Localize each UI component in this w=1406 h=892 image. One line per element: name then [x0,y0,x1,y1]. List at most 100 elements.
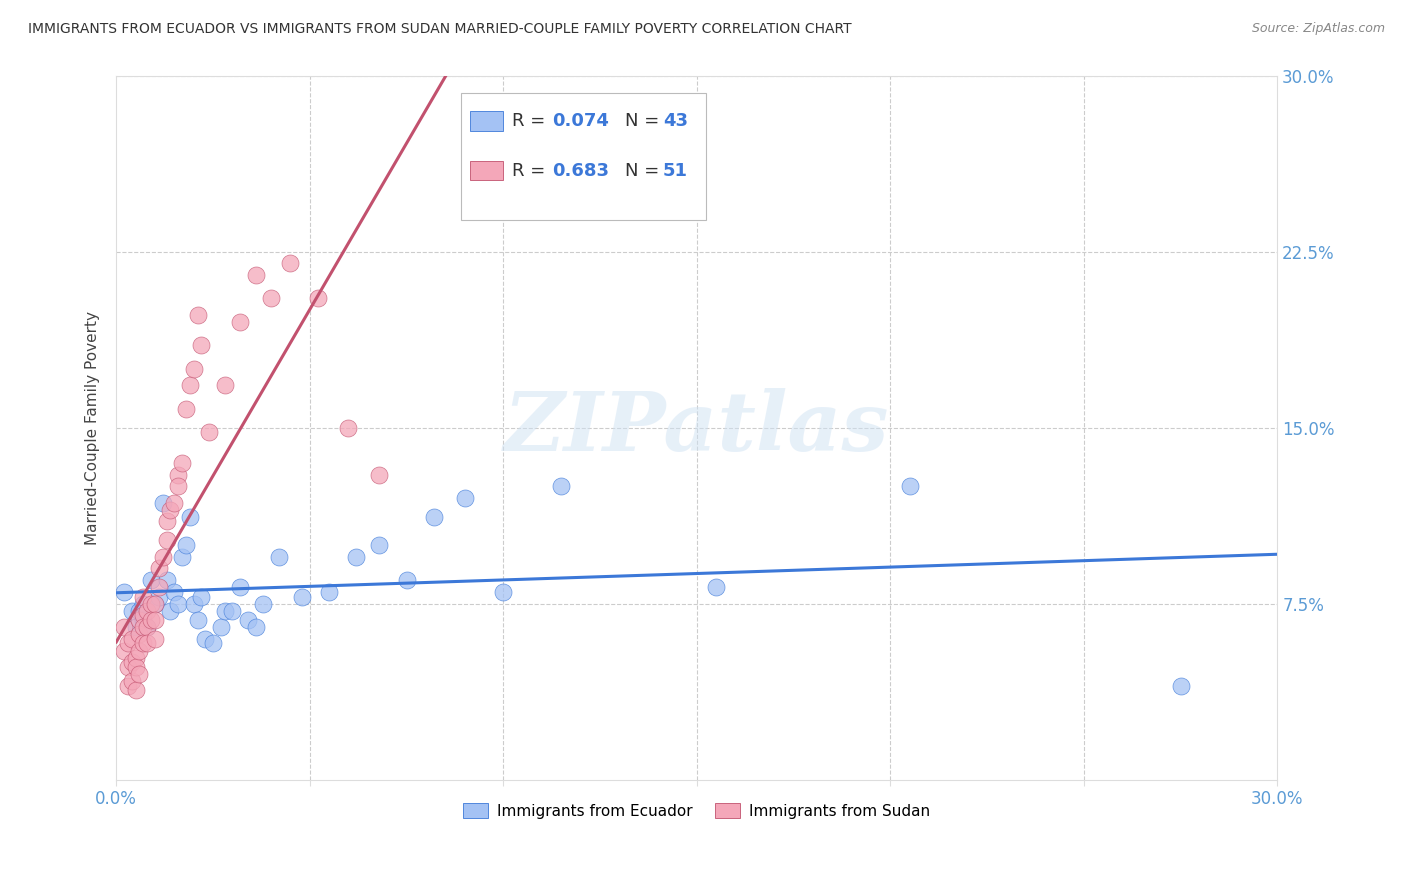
Point [117,679,139,693]
Text: ZIPatlas: ZIPatlas [503,387,890,467]
Point [112,620,135,634]
Point [132,590,155,604]
Point [179,378,201,392]
Point [186,613,208,627]
Text: 51: 51 [664,161,688,179]
Point [186,308,208,322]
Point [128,667,150,681]
Point [148,590,170,604]
Point [121,632,143,646]
Point [143,597,166,611]
Point [190,338,212,352]
FancyBboxPatch shape [461,93,706,219]
Point [139,597,162,611]
Point [368,538,391,552]
Point [159,604,181,618]
Point [214,378,236,392]
Y-axis label: Married-Couple Family Poverty: Married-Couple Family Poverty [86,310,100,544]
Point [117,636,139,650]
Point [143,632,166,646]
Point [124,660,146,674]
Point [128,643,150,657]
Point [136,620,159,634]
Point [183,362,205,376]
Point [252,597,274,611]
Text: IMMIGRANTS FROM ECUADOR VS IMMIGRANTS FROM SUDAN MARRIED-COUPLE FAMILY POVERTY C: IMMIGRANTS FROM ECUADOR VS IMMIGRANTS FR… [28,22,852,37]
Point [267,549,290,564]
Point [128,627,150,641]
Point [128,613,150,627]
Text: 0.683: 0.683 [551,161,609,179]
Point [198,425,221,440]
Point [368,467,391,482]
Point [318,585,340,599]
Point [280,256,302,270]
Point [124,620,146,634]
Point [344,549,367,564]
Point [245,268,267,282]
Point [202,636,225,650]
Text: N =: N = [624,161,665,179]
Legend: Immigrants from Ecuador, Immigrants from Sudan: Immigrants from Ecuador, Immigrants from… [457,797,936,825]
Point [124,650,146,665]
Point [136,636,159,650]
Text: R =: R = [512,112,551,130]
Point [136,620,159,634]
Point [143,597,166,611]
FancyBboxPatch shape [471,112,503,131]
Point [132,597,155,611]
Point [117,660,139,674]
Point [167,597,190,611]
Point [121,673,143,688]
Point [152,496,174,510]
Point [260,292,283,306]
Point [229,315,252,329]
Point [148,561,170,575]
Text: 0.074: 0.074 [551,112,609,130]
Point [121,655,143,669]
Point [170,549,193,564]
Point [704,580,727,594]
Point [337,420,360,434]
Point [245,620,267,634]
Point [167,479,190,493]
Point [194,632,217,646]
Point [170,456,193,470]
Point [307,292,329,306]
Point [139,573,162,587]
Point [898,479,921,493]
Point [236,613,259,627]
Point [152,549,174,564]
Point [209,620,232,634]
Point [132,620,155,634]
Point [163,585,186,599]
Point [132,608,155,623]
Point [183,597,205,611]
Text: Source: ZipAtlas.com: Source: ZipAtlas.com [1251,22,1385,36]
Point [167,467,190,482]
Point [132,613,155,627]
Point [395,573,418,587]
Point [190,590,212,604]
Point [124,683,146,698]
Text: N =: N = [624,112,665,130]
Point [136,604,159,618]
Point [214,604,236,618]
Point [179,509,201,524]
Point [174,538,197,552]
Point [112,643,135,657]
Point [155,533,177,548]
Text: R =: R = [512,161,551,179]
Point [221,604,243,618]
Point [155,573,177,587]
Point [132,636,155,650]
Point [492,585,515,599]
Point [163,496,186,510]
Point [128,604,150,618]
Point [155,515,177,529]
Point [550,479,572,493]
Point [159,502,181,516]
Point [148,580,170,594]
FancyBboxPatch shape [471,161,503,180]
Point [143,613,166,627]
